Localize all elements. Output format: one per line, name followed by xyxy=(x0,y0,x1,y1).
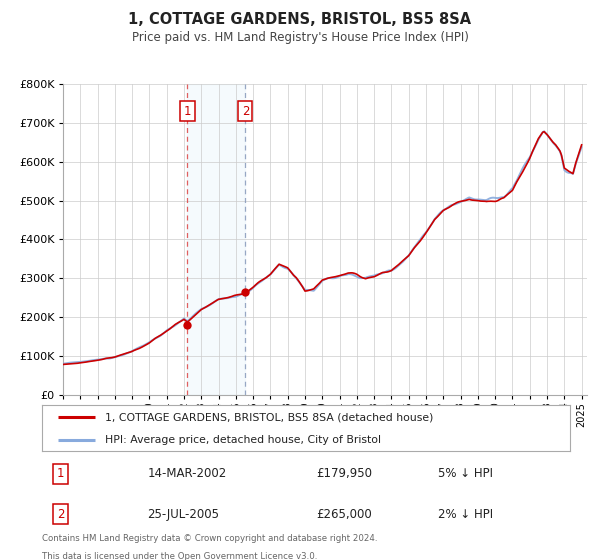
Text: 1: 1 xyxy=(57,467,64,480)
Text: 1, COTTAGE GARDENS, BRISTOL, BS5 8SA (detached house): 1, COTTAGE GARDENS, BRISTOL, BS5 8SA (de… xyxy=(106,412,434,422)
Text: 2% ↓ HPI: 2% ↓ HPI xyxy=(438,507,493,521)
Text: 2: 2 xyxy=(57,507,64,521)
Text: 5% ↓ HPI: 5% ↓ HPI xyxy=(438,467,493,480)
Text: £179,950: £179,950 xyxy=(317,467,373,480)
Text: 1, COTTAGE GARDENS, BRISTOL, BS5 8SA: 1, COTTAGE GARDENS, BRISTOL, BS5 8SA xyxy=(128,12,472,27)
Text: £265,000: £265,000 xyxy=(317,507,373,521)
Text: 25-JUL-2005: 25-JUL-2005 xyxy=(148,507,220,521)
Text: 2: 2 xyxy=(242,105,249,118)
Text: Price paid vs. HM Land Registry's House Price Index (HPI): Price paid vs. HM Land Registry's House … xyxy=(131,31,469,44)
Text: This data is licensed under the Open Government Licence v3.0.: This data is licensed under the Open Gov… xyxy=(42,552,317,560)
Text: 1: 1 xyxy=(184,105,191,118)
Bar xyxy=(187,84,245,395)
Text: 14-MAR-2002: 14-MAR-2002 xyxy=(148,467,227,480)
Text: HPI: Average price, detached house, City of Bristol: HPI: Average price, detached house, City… xyxy=(106,435,382,445)
Text: Contains HM Land Registry data © Crown copyright and database right 2024.: Contains HM Land Registry data © Crown c… xyxy=(42,534,377,543)
